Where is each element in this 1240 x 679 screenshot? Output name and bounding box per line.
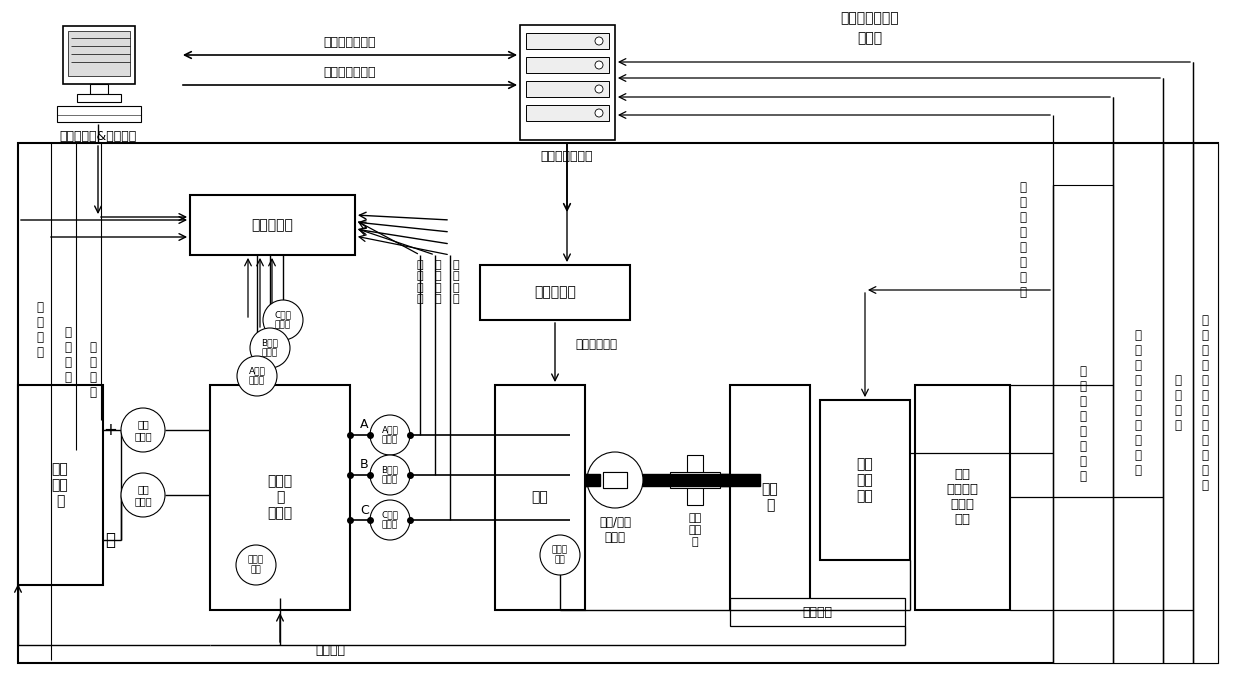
Bar [77,94,122,102]
Text: 液体
（水）循
环冷却
系统: 液体 （水）循 环冷却 系统 [946,468,978,526]
Bar [520,25,615,140]
Text: 温度传
感器: 温度传 感器 [552,545,568,565]
Text: 温度传
感器: 温度传 感器 [248,555,264,574]
Bar [526,105,609,121]
Text: 电流
传感器: 电流 传感器 [134,419,151,441]
Text: 弹性
联轴
器: 弹性 联轴 器 [688,513,702,547]
Text: C电压
传感器: C电压 传感器 [274,310,291,330]
Text: 电
流
测
量: 电 流 测 量 [435,259,441,304]
Text: B电压
传感器: B电压 传感器 [262,338,279,358]
Bar [480,265,630,320]
Text: C: C [360,504,368,517]
Text: 电
流
测
量: 电 流 测 量 [417,259,423,304]
Text: 功率分析仪: 功率分析仪 [250,218,293,232]
Bar [1053,185,1114,663]
Bar [1114,143,1163,663]
Text: B: B [360,458,368,471]
Text: B电流
传感器: B电流 传感器 [382,465,398,485]
Text: 通讯及数据采集: 通讯及数据采集 [324,67,376,79]
Circle shape [595,37,603,45]
Circle shape [595,109,603,117]
Text: 电
压
测
量: 电 压 测 量 [64,326,72,384]
Text: 电压
传感器: 电压 传感器 [134,484,151,506]
Bar [210,385,350,610]
Circle shape [122,473,165,517]
Bar [915,385,1011,610]
Circle shape [539,535,580,575]
Text: 台架系统控制器: 台架系统控制器 [541,149,593,162]
Bar [526,33,609,49]
Text: A: A [360,418,368,431]
Bar [730,385,810,610]
Text: 电
压
测
量: 电 压 测 量 [89,341,97,399]
Text: 电
流
测
量: 电 流 测 量 [453,259,459,304]
Circle shape [263,300,303,340]
Text: 信号检测: 信号检测 [802,606,832,619]
Circle shape [370,500,410,540]
Text: 数据传输及控制: 数据传输及控制 [324,37,376,50]
Text: 信号检测: 信号检测 [315,644,345,657]
Circle shape [370,455,410,495]
Circle shape [370,415,410,455]
Text: 温
度
、
流
量
监
测
与
控
制: 温 度 、 流 量 监 测 与 控 制 [1135,329,1142,477]
Text: 数据采集卡: 数据采集卡 [534,285,575,299]
Bar [1163,143,1193,663]
Bar [585,474,600,486]
Bar [57,106,141,122]
Bar [526,81,609,97]
Circle shape [587,452,644,508]
Text: 控制上位机&显示界面: 控制上位机&显示界面 [60,130,136,143]
Text: 温
度
监
测: 温 度 监 测 [1174,374,1182,432]
Text: 电
流
测
量: 电 流 测 量 [36,301,43,359]
Text: 测功
机: 测功 机 [761,482,779,512]
Bar [720,474,730,486]
Circle shape [250,328,290,368]
Bar [68,31,130,76]
Bar [190,195,355,255]
Bar [526,57,609,73]
Text: A电流
传感器: A电流 传感器 [382,425,398,445]
Bar [19,385,103,585]
Text: 被测电
机
控制器: 被测电 机 控制器 [268,474,293,520]
Bar [820,400,910,560]
Text: 电池
模拟
器: 电池 模拟 器 [52,462,68,508]
Text: 测
功
机
控
制
及
监
测: 测 功 机 控 制 及 监 测 [1080,365,1086,483]
Circle shape [595,85,603,93]
Text: 电池模拟器监测: 电池模拟器监测 [841,11,899,25]
Circle shape [236,545,277,585]
Bar [687,455,703,505]
Text: A电压
传感器: A电压 传感器 [248,366,265,386]
Bar [1193,143,1218,663]
Text: 测
功
机
控
制
及
监
测: 测 功 机 控 制 及 监 测 [1019,181,1027,299]
Text: 与控制: 与控制 [857,31,883,45]
Circle shape [595,61,603,69]
Text: 转矩/转速
传感器: 转矩/转速 传感器 [599,516,631,544]
Text: 电机: 电机 [532,490,548,504]
Bar [91,84,108,94]
Text: +: + [103,421,117,439]
Bar [603,472,627,488]
Bar [63,26,135,84]
Circle shape [237,356,277,396]
Text: 被
测
电
机
控
制
器
通
讯
与
控
制: 被 测 电 机 控 制 器 通 讯 与 控 制 [1202,314,1209,492]
Text: C电流
传感器: C电流 传感器 [382,511,398,530]
Bar [495,385,585,610]
Text: 测功
机控
制器: 测功 机控 制器 [857,457,873,503]
Bar [670,472,720,488]
Text: 转速转矩信号: 转速转矩信号 [575,339,618,352]
Bar [585,474,760,486]
Bar [603,472,627,488]
Circle shape [122,408,165,452]
Bar [19,143,1218,663]
Bar [730,598,905,626]
Text: －: － [105,531,115,549]
